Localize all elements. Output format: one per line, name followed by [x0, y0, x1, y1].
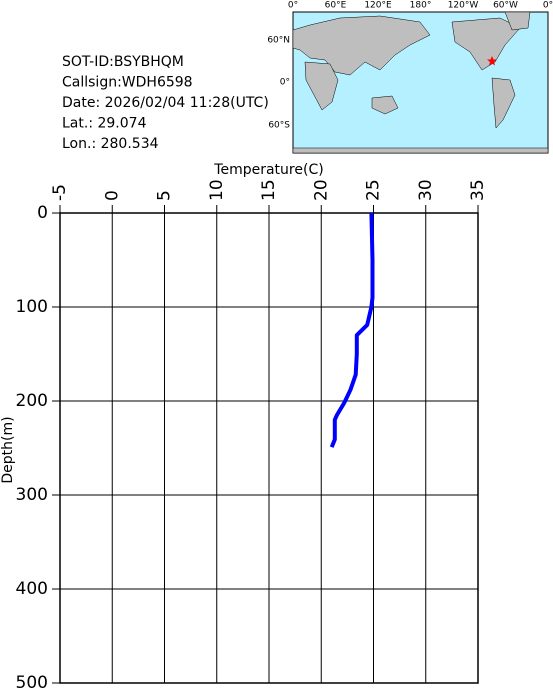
- x-tick-label: 10: [207, 179, 227, 201]
- profile-line: [329, 212, 375, 448]
- x-tick-label: 20: [311, 179, 331, 201]
- map: [292, 11, 549, 154]
- map-lon-label: 180°: [410, 1, 432, 11]
- x-tick-label: 30: [416, 179, 436, 201]
- land: [292, 11, 549, 154]
- info-line: SOT-ID:BSYBHQM: [62, 54, 184, 70]
- y-tick-label: 500: [16, 673, 48, 690]
- map-lat-label: 60°S: [268, 121, 290, 131]
- x-axis-label: Temperature(C): [213, 162, 323, 178]
- info-line: Lon.: 280.534: [62, 136, 159, 152]
- map-lat-label: 0°: [280, 78, 290, 88]
- map-lon-label: 0°: [543, 1, 553, 11]
- map-lon-label: 0°: [288, 1, 298, 11]
- map-lon-label: 120°W: [448, 1, 479, 11]
- x-tick-label: 5: [155, 190, 175, 201]
- map-lat-label: 60°N: [267, 36, 290, 46]
- x-tick-label: 25: [364, 179, 384, 201]
- info-line: Lat.: 29.074: [62, 116, 147, 132]
- plot-frame: [59, 212, 479, 684]
- y-tick-label: 0: [37, 203, 48, 223]
- map-lon-label: 60°E: [325, 1, 347, 11]
- y-tick-label: 400: [16, 579, 48, 599]
- y-tick-label: 100: [16, 297, 48, 317]
- map-lon-label: 120°E: [364, 1, 392, 11]
- x-tick-label: -5: [50, 184, 70, 201]
- x-tick-label: 0: [102, 190, 122, 201]
- info-line: Callsign:WDH6598: [62, 75, 193, 91]
- y-tick-label: 200: [16, 391, 48, 411]
- map-lon-label: 60°W: [493, 1, 518, 11]
- y-axis-label: Depth(m): [0, 416, 16, 483]
- info-line: Date: 2026/02/04 11:28(UTC): [62, 95, 269, 111]
- float-marker: [487, 56, 497, 66]
- x-tick-label: 15: [259, 179, 279, 201]
- y-tick-label: 300: [16, 485, 48, 505]
- x-tick-label: 35: [468, 179, 488, 201]
